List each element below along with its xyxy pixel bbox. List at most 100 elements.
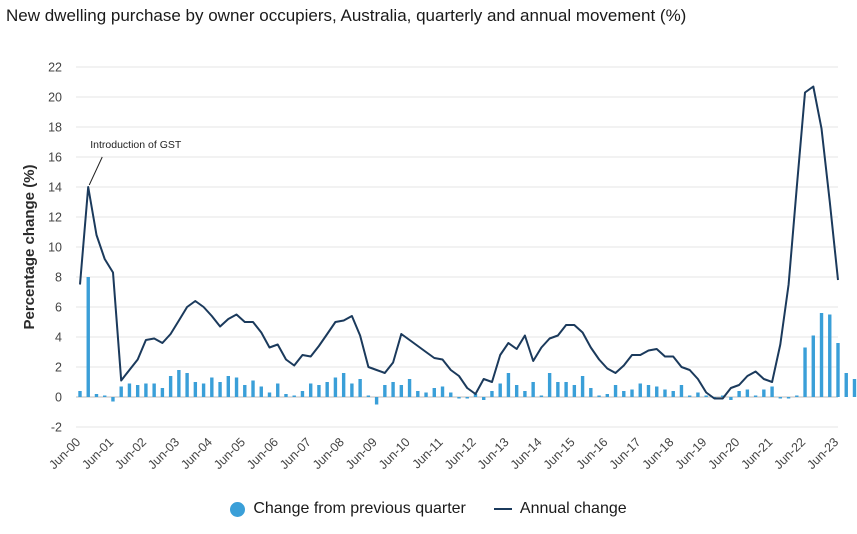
y-tick-label: 18 xyxy=(48,121,62,135)
bar xyxy=(490,391,494,397)
x-tick-label: Jun-09 xyxy=(343,435,380,472)
x-tick-label: Jun-01 xyxy=(79,435,116,472)
bar xyxy=(424,392,428,397)
y-axis-title: Percentage change (%) xyxy=(21,164,38,329)
bar xyxy=(597,395,601,397)
y-axis-ticks: -2 0 2 4 6 8 10 12 14 16 18 20 22 xyxy=(48,61,62,435)
bar xyxy=(638,383,642,397)
bar xyxy=(259,386,263,397)
bar xyxy=(729,397,733,400)
bar xyxy=(317,385,321,397)
bar xyxy=(778,397,783,399)
y-tick-label: 14 xyxy=(48,181,62,195)
x-tick-label: Jun-11 xyxy=(410,435,446,471)
x-tick-label: Jun-15 xyxy=(541,435,578,472)
x-tick-label: Jun-23 xyxy=(804,435,841,472)
bar xyxy=(243,385,247,397)
x-tick-label: Jun-20 xyxy=(705,435,742,472)
bar xyxy=(745,389,750,397)
bar xyxy=(440,386,445,397)
bar xyxy=(127,383,132,397)
bar xyxy=(671,391,675,397)
bar xyxy=(663,389,667,397)
bar xyxy=(251,380,255,397)
legend: Change from previous quarter Annual chan… xyxy=(0,500,857,518)
bar xyxy=(506,373,511,397)
y-tick-label: 12 xyxy=(48,211,62,225)
y-tick-label: 6 xyxy=(55,301,62,315)
bar xyxy=(473,394,478,397)
bar xyxy=(267,392,272,397)
bar xyxy=(407,379,412,397)
bar xyxy=(770,386,774,397)
bar xyxy=(119,386,123,397)
bar xyxy=(292,395,296,397)
chart-title: New dwelling purchase by owner occupiers… xyxy=(6,6,687,25)
bar xyxy=(226,376,231,397)
annual-line xyxy=(79,85,839,400)
x-tick-label: Jun-17 xyxy=(607,435,644,472)
x-tick-label: Jun-00 xyxy=(46,435,83,472)
y-tick-label: -2 xyxy=(51,421,62,435)
x-tick-label: Jun-08 xyxy=(310,435,347,472)
bar xyxy=(103,395,107,397)
bar xyxy=(193,382,198,397)
legend-item-annual[interactable]: Annual change xyxy=(493,500,627,518)
bar xyxy=(86,277,90,397)
bar xyxy=(762,389,766,397)
bar xyxy=(696,392,700,397)
bar xyxy=(836,343,840,397)
legend-swatch-line xyxy=(493,508,512,510)
bar xyxy=(284,394,288,397)
bar xyxy=(811,335,815,397)
x-tick-label: Jun-07 xyxy=(277,435,314,472)
bar xyxy=(852,379,857,397)
bar xyxy=(819,313,824,397)
bar xyxy=(449,392,453,397)
bar xyxy=(564,382,568,397)
bar xyxy=(300,391,305,397)
bar xyxy=(622,391,626,397)
annotation-pointer xyxy=(88,156,103,186)
x-tick-label: Jun-16 xyxy=(574,435,611,472)
bar xyxy=(737,391,741,397)
bar xyxy=(177,370,181,397)
gridlines xyxy=(76,66,838,428)
bar xyxy=(341,373,346,397)
x-tick-label: Jun-14 xyxy=(508,435,545,472)
bar xyxy=(358,379,362,397)
bar xyxy=(556,382,560,397)
bar xyxy=(152,383,156,397)
bar xyxy=(383,385,387,397)
bar xyxy=(160,388,165,397)
bar xyxy=(374,397,379,405)
x-tick-label: Jun-06 xyxy=(244,435,281,472)
bar xyxy=(416,391,420,397)
bar xyxy=(210,377,214,397)
bar xyxy=(218,382,222,397)
bar xyxy=(655,386,659,397)
bar xyxy=(514,385,519,397)
y-tick-label: 20 xyxy=(48,91,62,105)
bar xyxy=(795,395,799,397)
legend-label: Change from previous quarter xyxy=(253,500,466,517)
x-tick-label: Jun-13 xyxy=(475,435,512,472)
x-tick-label: Jun-22 xyxy=(771,435,808,472)
bar xyxy=(531,382,535,397)
y-tick-label: 16 xyxy=(48,151,62,165)
bar xyxy=(111,397,115,402)
y-tick-label: 8 xyxy=(55,271,62,285)
bar xyxy=(844,373,848,397)
legend-swatch-dot xyxy=(230,501,246,517)
x-tick-label: Jun-05 xyxy=(211,435,248,472)
y-tick-label: 2 xyxy=(55,361,62,375)
bar xyxy=(333,377,338,397)
x-tick-label: Jun-19 xyxy=(673,435,710,472)
bar xyxy=(432,388,436,397)
x-tick-label: Jun-12 xyxy=(442,435,479,472)
bar xyxy=(539,395,544,397)
bar xyxy=(185,373,189,397)
bar xyxy=(78,391,82,397)
legend-item-quarterly[interactable]: Change from previous quarter xyxy=(230,500,466,518)
